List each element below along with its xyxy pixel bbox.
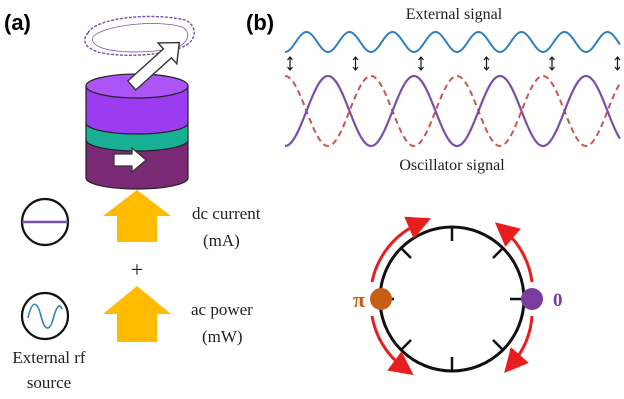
- phase-arc-bottom-right: [504, 315, 534, 374]
- coupling-marker-head: [352, 56, 359, 61]
- phase-arc-top-right: [494, 222, 534, 283]
- oscillator-signal-title: Oscillator signal: [399, 157, 505, 174]
- precession-orbit: [84, 15, 195, 56]
- external-signal-wave: [284, 31, 621, 54]
- dc-label-line2: (mA): [203, 231, 240, 250]
- panel-a-label: (a): [4, 10, 31, 35]
- coupling-marker-head: [549, 66, 555, 71]
- magnetic-stack: [85, 73, 189, 190]
- coupling-marker-head: [418, 56, 424, 61]
- external-signal-title: External signal: [406, 6, 503, 23]
- coupling-marker-head: [352, 66, 359, 71]
- coupling-marker-head: [549, 56, 555, 61]
- fixed-layer-arrow: [113, 146, 147, 174]
- ac-power-arrow: [103, 286, 171, 342]
- phase-tick: [492, 339, 504, 351]
- source-label-line1: External rf: [12, 348, 85, 367]
- dc-current-arrow: [103, 190, 171, 242]
- phase-pi-dot: [370, 288, 392, 310]
- coupling-marker-head: [614, 66, 621, 71]
- phase-zero-dot: [521, 288, 543, 310]
- dc-source-symbol: [20, 197, 70, 247]
- coupling-markers: [287, 56, 621, 71]
- phase-tick: [400, 339, 412, 351]
- precession-orbit-inner: [91, 23, 189, 53]
- dc-label-line1: dc current: [192, 204, 261, 223]
- phase-tick: [400, 247, 412, 259]
- ac-label-line2: (mW): [202, 327, 243, 346]
- top-layer: [85, 85, 189, 135]
- ac-source-symbol: [20, 291, 70, 341]
- phase-zero-label: 0: [553, 290, 563, 311]
- coupling-marker-head: [483, 66, 490, 71]
- ac-label-line1: ac power: [191, 300, 253, 319]
- oscillator-wave-dashed: [284, 74, 621, 148]
- panel-b-label: (b): [246, 10, 274, 35]
- coupling-marker-head: [483, 56, 490, 61]
- coupling-marker-head: [287, 56, 293, 61]
- plus-sign: +: [131, 257, 143, 282]
- coupling-marker-head: [287, 66, 293, 71]
- phase-pi-label: π: [353, 287, 365, 312]
- oscillator-wave-solid: [284, 74, 621, 148]
- phase-tick: [492, 247, 504, 259]
- source-label-line2: source: [27, 373, 71, 392]
- phase-ticks: [380, 227, 524, 371]
- phase-arc-top-left: [370, 216, 432, 283]
- coupling-marker-head: [418, 66, 424, 71]
- phase-arc-bottom-left: [370, 315, 414, 376]
- coupling-marker-head: [614, 56, 621, 61]
- free-layer-arrow: [126, 41, 181, 91]
